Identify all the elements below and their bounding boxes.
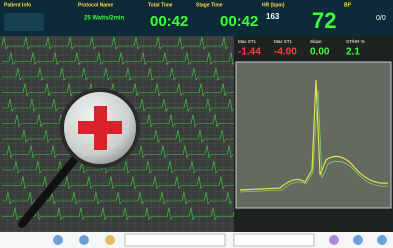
bp-label: BP xyxy=(344,2,352,8)
tool-button[interactable] xyxy=(377,235,387,245)
st-label: Slope xyxy=(310,39,322,44)
protocol-label: Protocol Name xyxy=(78,2,114,8)
red-cross-h xyxy=(78,121,122,134)
tool-button[interactable] xyxy=(353,235,363,245)
stage-time-label: Stage Time xyxy=(196,2,223,8)
st-value: 0.00 xyxy=(310,47,330,58)
st-value: 2.1 xyxy=(346,47,360,58)
tool-button[interactable] xyxy=(79,235,89,245)
st-label: Max ST1 xyxy=(274,39,293,44)
st-value: -4.00 xyxy=(274,47,297,58)
tool-panel[interactable] xyxy=(234,234,314,246)
st-label: ST/HR % xyxy=(346,39,365,44)
st-label: Max ST1 xyxy=(238,39,257,44)
hr: 72 xyxy=(312,8,336,33)
st-value: -1.44 xyxy=(238,47,261,58)
bp: 0/0 xyxy=(376,15,386,22)
total-time: 00:42 xyxy=(150,13,188,30)
tool-panel[interactable] xyxy=(125,234,225,246)
total-time-label: Total Time xyxy=(148,2,173,8)
protocol: 25 Watts/2min xyxy=(84,16,124,22)
hr-label: HR (bpm) xyxy=(262,2,285,8)
tool-button[interactable] xyxy=(53,235,63,245)
screen: Patient Info Protocol Name 25 Watts/2min… xyxy=(0,0,393,248)
tool-button[interactable] xyxy=(105,235,115,245)
stage-time: 00:42 xyxy=(220,13,258,30)
patient-box xyxy=(4,13,44,31)
hr-target: 163 xyxy=(266,12,280,21)
tool-button[interactable] xyxy=(329,235,339,245)
patient-info-label: Patient Info xyxy=(4,2,31,8)
